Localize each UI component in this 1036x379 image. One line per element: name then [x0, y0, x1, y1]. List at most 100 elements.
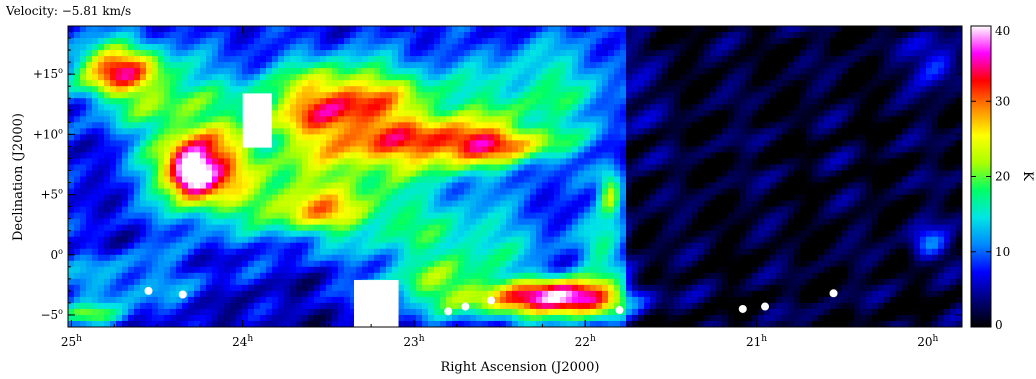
intensity-cell [638, 56, 645, 63]
intensity-cell [170, 56, 177, 63]
intensity-cell [740, 218, 747, 226]
intensity-cell [800, 158, 807, 165]
intensity-cell [662, 68, 669, 75]
intensity-cell [854, 110, 861, 117]
intensity-cell [98, 86, 105, 93]
intensity-cell [338, 68, 345, 75]
intensity-cell [722, 200, 729, 207]
intensity-cell [914, 158, 921, 165]
intensity-cell [620, 218, 627, 226]
intensity-cell [806, 188, 813, 195]
intensity-cell [68, 194, 75, 201]
intensity-cell [602, 86, 609, 93]
intensity-cell [194, 44, 201, 51]
intensity-cell [488, 194, 495, 201]
intensity-cell [68, 140, 75, 147]
intensity-cell [842, 26, 849, 33]
intensity-cell [314, 110, 321, 117]
intensity-cell [914, 98, 921, 105]
intensity-cell [194, 164, 201, 171]
intensity-cell [716, 56, 723, 63]
intensity-cell [146, 152, 153, 159]
intensity-cell [128, 158, 135, 165]
intensity-cell [362, 128, 369, 135]
intensity-cell [116, 110, 123, 117]
intensity-cell [608, 38, 615, 45]
intensity-cell [800, 44, 807, 51]
intensity-cell [86, 134, 93, 141]
intensity-cell [146, 158, 153, 165]
intensity-cell [860, 188, 867, 195]
intensity-cell [764, 122, 771, 129]
intensity-cell [752, 128, 759, 135]
intensity-cell [602, 116, 609, 123]
intensity-cell [74, 122, 81, 129]
intensity-cell [848, 26, 855, 33]
intensity-cell [110, 80, 117, 87]
intensity-cell [692, 98, 699, 105]
intensity-cell [98, 80, 105, 87]
intensity-cell [68, 38, 75, 45]
intensity-cell [614, 206, 621, 214]
intensity-cell [890, 152, 897, 159]
intensity-cell [560, 38, 567, 45]
intensity-cell [890, 140, 897, 147]
intensity-cell [644, 116, 651, 123]
intensity-cell [200, 140, 207, 147]
intensity-cell [524, 86, 531, 93]
intensity-cell [854, 104, 861, 111]
intensity-cell [782, 26, 789, 33]
intensity-cell [614, 92, 621, 99]
intensity-cell [836, 38, 843, 45]
intensity-cell [110, 176, 117, 183]
intensity-cell [572, 122, 579, 129]
intensity-cell [638, 152, 645, 159]
intensity-cell [428, 200, 435, 207]
intensity-cell [926, 80, 933, 87]
intensity-cell [548, 32, 555, 39]
intensity-cell [764, 110, 771, 117]
intensity-cell [236, 32, 243, 39]
intensity-cell [356, 218, 363, 226]
intensity-cell [152, 200, 159, 207]
intensity-cell [578, 200, 585, 207]
intensity-cell [392, 122, 399, 129]
intensity-cell [158, 140, 165, 147]
intensity-cell [758, 176, 765, 183]
intensity-cell [746, 50, 753, 57]
intensity-cell [380, 224, 387, 232]
intensity-cell [554, 32, 561, 39]
intensity-cell [164, 62, 171, 69]
intensity-cell [398, 152, 405, 159]
intensity-cell [230, 62, 237, 69]
intensity-cell [854, 62, 861, 69]
intensity-cell [182, 80, 189, 87]
intensity-cell [800, 122, 807, 129]
intensity-cell [506, 152, 513, 159]
intensity-cell [842, 218, 849, 226]
intensity-cell [794, 38, 801, 45]
intensity-cell [458, 56, 465, 63]
intensity-cell [944, 212, 951, 220]
intensity-cell [410, 32, 417, 39]
intensity-cell [884, 152, 891, 159]
intensity-cell [398, 224, 405, 232]
intensity-cell [116, 26, 123, 33]
intensity-cell [212, 212, 219, 220]
intensity-cell [632, 212, 639, 220]
intensity-cell [404, 194, 411, 201]
intensity-cell [704, 194, 711, 201]
intensity-cell [338, 212, 345, 220]
intensity-cell [860, 200, 867, 207]
intensity-cell [212, 158, 219, 165]
intensity-cell [224, 176, 231, 183]
intensity-cell [278, 110, 285, 117]
intensity-cell [224, 62, 231, 69]
intensity-cell [218, 200, 225, 207]
intensity-cell [530, 104, 537, 111]
intensity-cell [710, 56, 717, 63]
intensity-cell [518, 68, 525, 75]
intensity-cell [176, 140, 183, 147]
intensity-cell [686, 128, 693, 135]
intensity-cell [890, 92, 897, 99]
